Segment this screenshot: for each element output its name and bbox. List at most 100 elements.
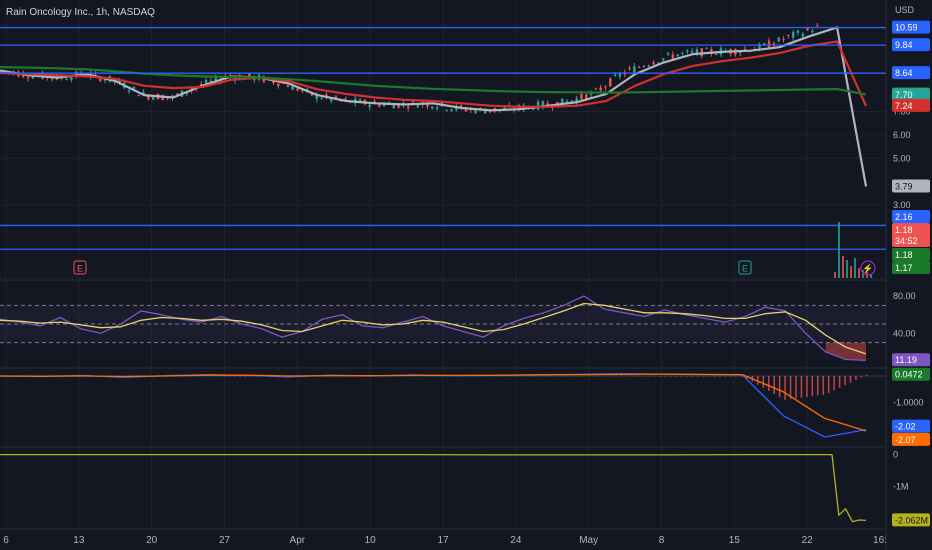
price-badge-bg [892,179,930,193]
price-badge-bg [892,88,930,102]
candle-body [176,93,179,95]
candle-body [445,109,448,111]
macd-histogram-bar [577,375,579,377]
macd-histogram-bar [784,375,786,400]
macd-value-badge-bg [892,419,930,433]
macd-histogram-bar [735,375,737,377]
candle-body [286,85,290,88]
candle-body [642,65,646,67]
price-ma-line-1 [0,26,868,187]
candle-body [426,102,429,107]
price-badge: 10.59 [895,23,918,33]
candle-body [137,95,140,97]
macd-histogram-bar [762,375,765,388]
candle-body [325,94,328,97]
macd-histogram-bar [686,375,688,377]
macd-histogram-bar [250,375,253,377]
macd-histogram-bar [223,375,225,377]
obv-value-badge: -2.062M [895,515,928,525]
macd-histogram-bar [729,375,732,377]
macd-histogram-bar [620,375,623,377]
macd-histogram-bar [582,375,585,377]
obv-value-badge-bg [892,513,930,527]
macd-histogram-bar [822,375,825,395]
obv-tick-label: -1M [893,482,909,492]
macd-histogram-bar [800,375,803,398]
candle-body [459,105,463,108]
macd-histogram-bar [446,375,449,377]
time-axis-label: 24 [510,535,522,546]
candle-body [628,68,631,70]
candle-body [99,76,102,81]
candle-body [147,95,150,100]
macd-histogram-bar [544,375,547,377]
candle-body [695,49,699,54]
macd-histogram-bar [212,375,215,377]
candle-body [763,43,766,46]
candle-body [219,79,222,83]
volume-bar [846,260,848,278]
macd-histogram-bar [593,375,596,377]
volume-bar [858,268,860,278]
macd-histogram-bar [550,375,552,377]
candle-body [570,100,573,103]
macd-line [0,373,867,438]
macd-histogram-bar [539,375,541,377]
candle-body [777,37,780,42]
macd-histogram-bar [435,375,438,377]
time-axis-label: 17 [437,535,449,546]
macd-histogram-bar [228,375,231,377]
volume-bar [870,274,872,278]
candle-body [681,52,684,54]
symbol-title: Rain Oncology Inc., 1h, NASDAQ [6,7,155,18]
macd-histogram-bar [441,375,443,377]
macd-histogram-bar [560,375,563,377]
macd-histogram-bar [697,375,699,377]
macd-histogram-bar [860,375,863,378]
price-badge-bg [892,20,930,34]
macd-histogram-bar [675,375,677,377]
macd-histogram-bar [778,375,781,398]
candle-body [739,51,742,54]
macd-histogram-bar [571,375,574,377]
earnings-marker-box [738,260,752,275]
candle-body [657,62,660,64]
candle-body [26,77,30,79]
candle-body [296,88,299,91]
macd-histogram-bar [501,375,503,377]
macd-histogram-badge: 0.0472 [895,370,923,380]
candle-body [406,106,410,109]
macd-histogram-bar [462,375,465,377]
candle-body [373,100,376,103]
candle-body [676,54,679,57]
macd-histogram-bar [718,375,721,377]
time-axis-label: 10 [365,535,377,546]
dividend-marker-circle [860,260,876,276]
time-axis-label: 8 [659,535,665,546]
candle-body [710,49,713,54]
macd-histogram-bar [653,375,656,377]
price-badge-bg [892,66,930,80]
candle-body [604,86,607,88]
macd-histogram-bar [702,375,705,377]
macd-histogram-bar [245,375,247,377]
candle-body [204,80,208,85]
macd-histogram-bar [648,375,650,377]
candle-body [291,84,294,90]
candle-body [127,90,131,92]
macd-histogram-bar [626,375,628,377]
candle-body [575,98,578,103]
macd-histogram-bar [855,375,857,380]
candle-body [416,105,420,108]
macd-histogram-bar [631,375,634,377]
candle-body [214,76,217,81]
volume-bar [838,222,840,278]
macd-histogram-bar [239,375,242,377]
candle-body [209,80,213,83]
macd-histogram-bar [533,375,536,377]
macd-signal-line [0,373,867,432]
macd-histogram-bar [517,375,520,377]
volume-bar [850,266,852,278]
macd-tick-label: -1.0000 [893,398,924,408]
